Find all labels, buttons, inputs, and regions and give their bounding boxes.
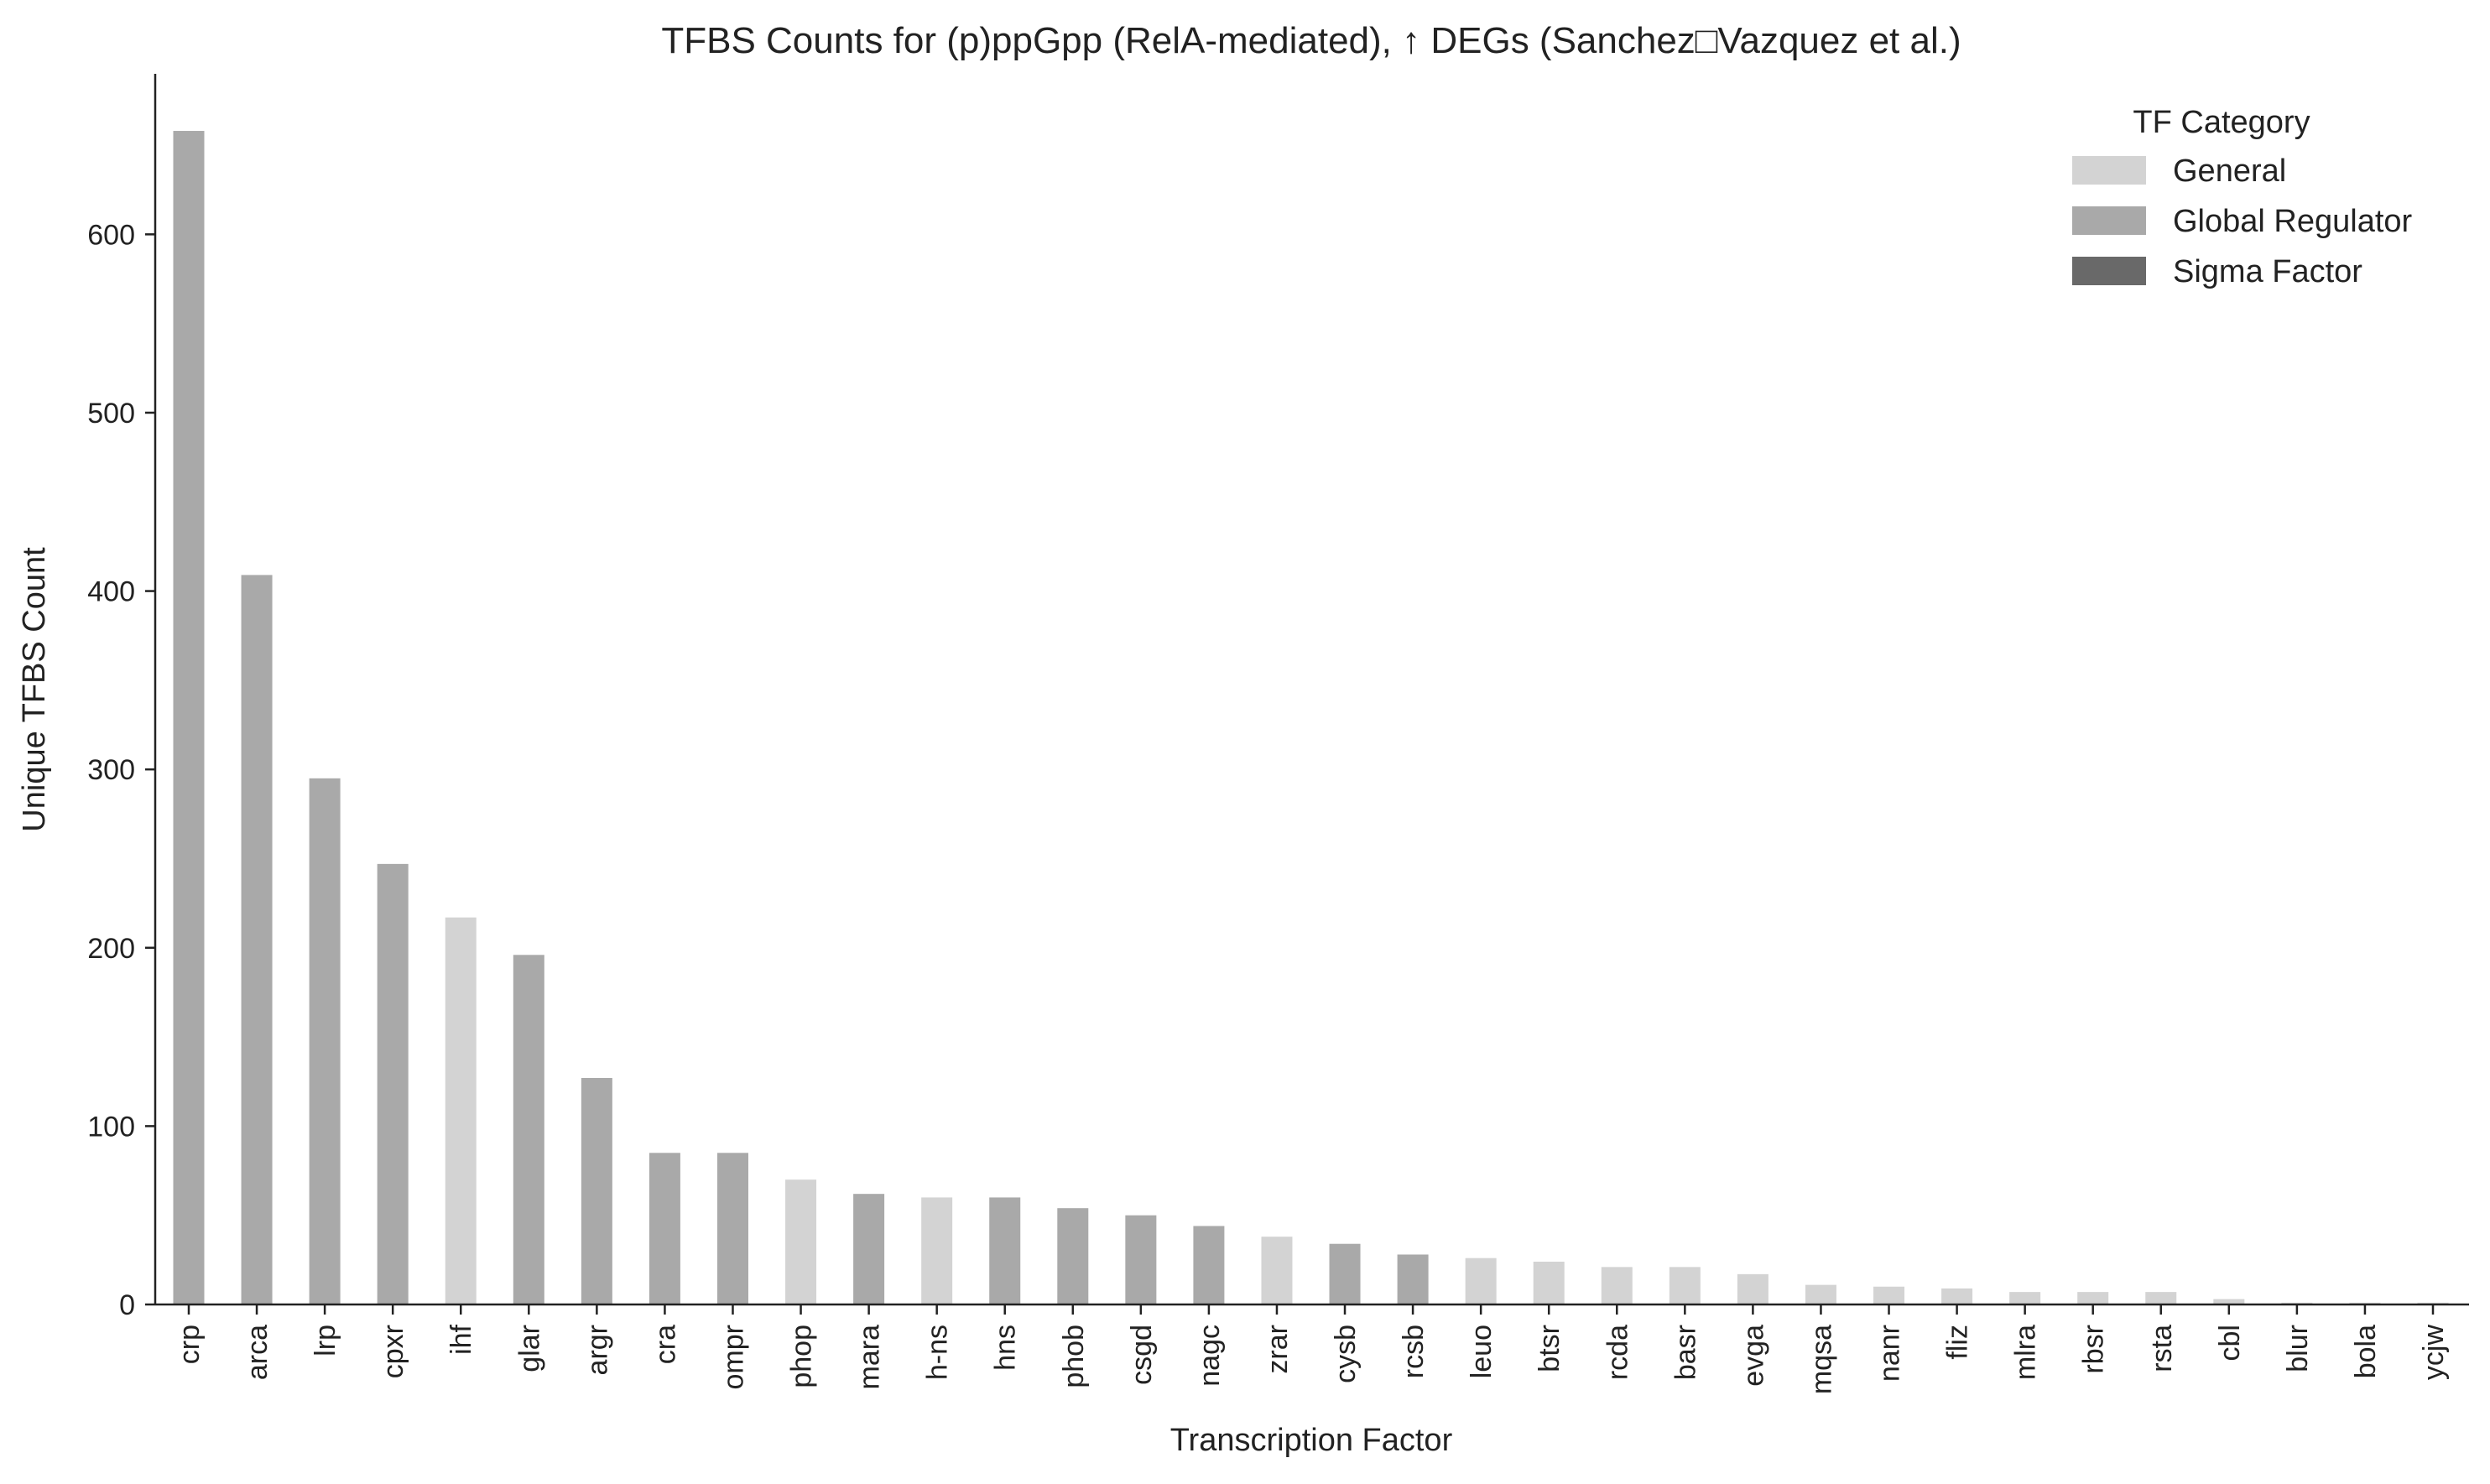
bar-cpxr	[377, 863, 409, 1304]
y-tick-label-100: 100	[87, 1111, 135, 1143]
bar-ompr	[716, 1153, 748, 1304]
legend: TF Category General Global Regulator Sig…	[2072, 105, 2413, 289]
x-tick-label-blur: blur	[2282, 1325, 2314, 1372]
x-tick-label-evga: evga	[1737, 1325, 1769, 1387]
bar-glar	[513, 955, 544, 1304]
x-tick-label-glar: glar	[513, 1325, 545, 1372]
x-tick-label-lrp: lrp	[310, 1325, 341, 1356]
y-tick-label-0: 0	[119, 1289, 135, 1321]
bar-cra	[649, 1153, 680, 1304]
bar-rcda	[1601, 1267, 1633, 1304]
x-tick-label-ycjw: ycjw	[2418, 1325, 2450, 1381]
x-tick-label-cbl: cbl	[2214, 1325, 2246, 1361]
bar-zrar	[1261, 1237, 1293, 1304]
legend-swatch-global-regulator	[2072, 206, 2146, 235]
bar-evga	[1737, 1273, 1769, 1304]
bar-phop	[785, 1179, 817, 1304]
x-axis-title: Transcription Factor	[1170, 1423, 1453, 1458]
bar-btsr	[1533, 1261, 1565, 1304]
chart-title: TFBS Counts for (p)ppGpp (RelA-mediated)…	[661, 20, 1961, 61]
bar-mqsa	[1805, 1284, 1836, 1304]
x-tick-label-zrar: zrar	[1262, 1325, 1294, 1374]
bar-hns	[989, 1197, 1021, 1304]
x-tick-label-ompr: ompr	[717, 1325, 749, 1389]
bar-cbl	[2213, 1299, 2245, 1304]
bar-rcsb	[1397, 1254, 1429, 1304]
x-tick-label-cpxr: cpxr	[378, 1325, 409, 1378]
x-tick-label-h-ns: h-ns	[922, 1325, 954, 1380]
bar-mara	[853, 1194, 885, 1304]
x-tick-label-crp: crp	[174, 1325, 206, 1364]
bars	[173, 131, 2449, 1304]
x-tick-label-rcsb: rcsb	[1398, 1325, 1430, 1378]
y-axis-title: Unique TFBS Count	[17, 547, 52, 832]
bar-nagc	[1193, 1226, 1225, 1304]
bar-fliz	[1941, 1288, 1973, 1304]
x-tick-label-btsr: btsr	[1534, 1325, 1565, 1372]
bar-rsta	[2145, 1292, 2177, 1304]
bar-arca	[241, 575, 273, 1304]
x-tick-label-fliz: fliz	[1942, 1325, 1974, 1360]
x-tick-label-rsta: rsta	[2146, 1325, 2178, 1372]
y-tick-label-300: 300	[87, 754, 135, 786]
x-axis: crp arca lrp cpxr ihf glar argr cra ompr phop mara…	[174, 1304, 2450, 1394]
legend-swatch-sigma-factor	[2072, 257, 2146, 285]
x-tick-label-ihf: ihf	[445, 1324, 477, 1354]
bar-leuo	[1465, 1257, 1497, 1304]
bar-csgd	[1125, 1215, 1157, 1304]
bar-rbsr	[2077, 1292, 2109, 1304]
x-tick-label-phop: phop	[786, 1325, 818, 1388]
x-tick-label-bola: bola	[2350, 1325, 2382, 1378]
x-tick-label-cysb: cysb	[1330, 1325, 1362, 1383]
bar-h-ns	[921, 1197, 953, 1304]
legend-label-general: General	[2173, 154, 2286, 189]
legend-label-sigma-factor: Sigma Factor	[2173, 254, 2362, 289]
x-tick-label-cra: cra	[649, 1325, 681, 1364]
bar-ihf	[445, 917, 477, 1304]
plot-area: 0 100 200 300 400 500 600 crp arca lrp cpxr ihf gla…	[87, 74, 2469, 1394]
bar-crp	[173, 131, 205, 1304]
bar-basr	[1669, 1267, 1701, 1304]
y-tick-label-600: 600	[87, 219, 135, 251]
legend-label-global-regulator: Global Regulator	[2173, 204, 2413, 239]
x-tick-label-basr: basr	[1670, 1325, 1701, 1380]
x-tick-label-rbsr: rbsr	[2078, 1325, 2110, 1374]
bar-nanr	[1873, 1286, 1905, 1304]
y-tick-label-500: 500	[87, 398, 135, 430]
legend-swatch-general	[2072, 156, 2146, 185]
x-tick-label-arca: arca	[242, 1325, 273, 1380]
x-tick-label-mlra: mlra	[2010, 1325, 2042, 1380]
bar-lrp	[309, 778, 341, 1304]
x-tick-label-rcda: rcda	[1602, 1325, 1633, 1380]
x-tick-label-mqsa: mqsa	[1805, 1325, 1837, 1394]
x-tick-label-mara: mara	[854, 1325, 886, 1390]
y-tick-label-400: 400	[87, 576, 135, 608]
bar-mlra	[2009, 1292, 2041, 1304]
x-tick-label-nanr: nanr	[1874, 1325, 1906, 1382]
x-tick-label-nagc: nagc	[1194, 1325, 1226, 1387]
x-tick-label-phob: phob	[1058, 1325, 1090, 1388]
y-axis: 0 100 200 300 400 500 600	[87, 219, 155, 1321]
bar-cysb	[1329, 1243, 1361, 1304]
x-tick-label-leuo: leuo	[1466, 1325, 1498, 1378]
bar-phob	[1057, 1208, 1089, 1304]
x-tick-label-argr: argr	[581, 1325, 613, 1375]
y-tick-label-200: 200	[87, 933, 135, 965]
legend-title: TF Category	[2133, 105, 2310, 140]
x-tick-label-hns: hns	[990, 1325, 1022, 1371]
bar-argr	[581, 1077, 612, 1304]
x-tick-label-csgd: csgd	[1126, 1325, 1158, 1385]
